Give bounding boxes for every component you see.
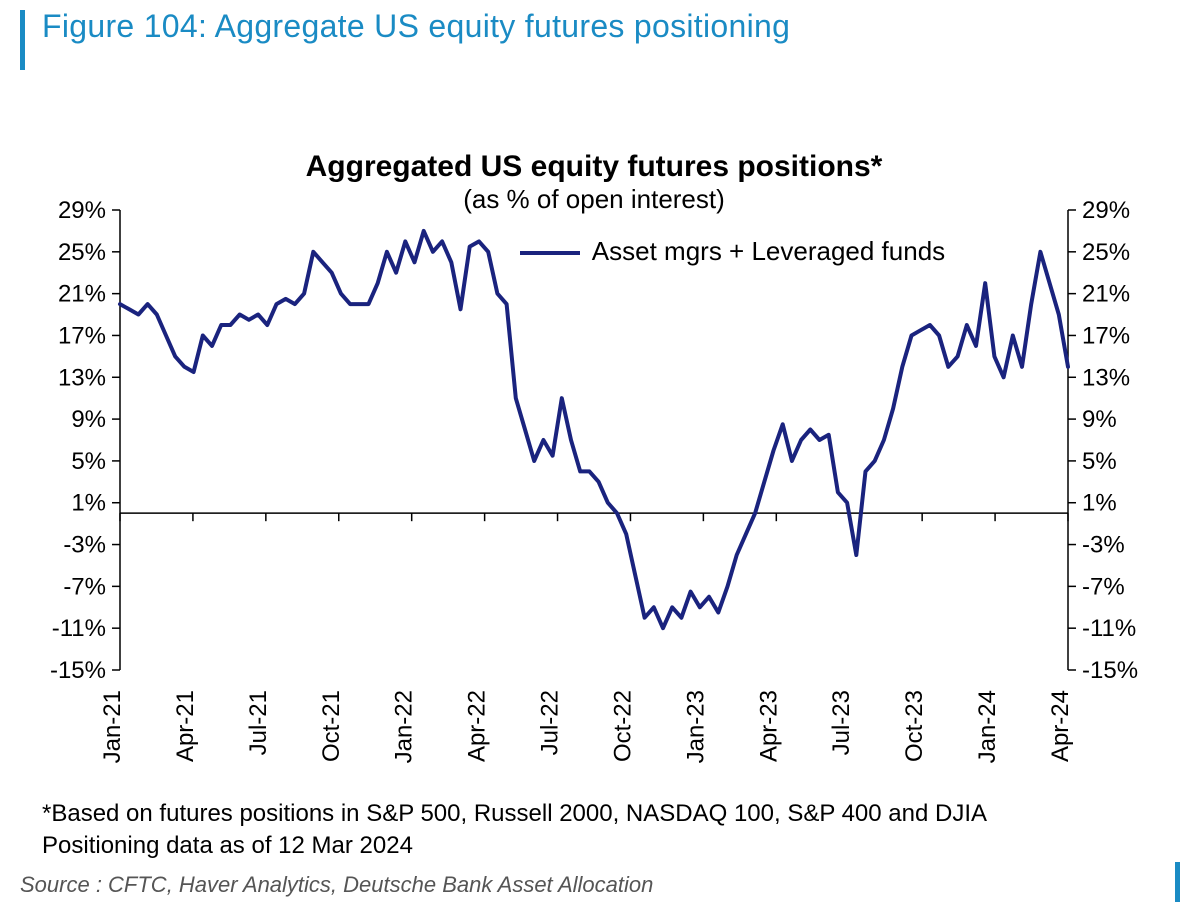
svg-text:-3%: -3% xyxy=(63,532,106,559)
svg-text:17%: 17% xyxy=(58,322,106,349)
svg-text:Oct-21: Oct-21 xyxy=(318,690,345,762)
figure-container: Figure 104: Aggregate US equity futures … xyxy=(0,0,1188,912)
chart-svg: -15% -15% -11% -11% -7% -7% -3% -3% 1% 1% 5% 5% 9% 9%… xyxy=(0,0,1188,912)
svg-text:21%: 21% xyxy=(58,281,106,308)
svg-text:Apr-23: Apr-23 xyxy=(755,690,782,762)
svg-text:-3%: -3% xyxy=(1082,532,1125,559)
svg-text:5%: 5% xyxy=(1082,448,1117,475)
svg-text:-7%: -7% xyxy=(63,573,106,600)
svg-text:-15%: -15% xyxy=(50,657,106,684)
svg-text:Jul-21: Jul-21 xyxy=(245,690,272,755)
svg-text:Jan-21: Jan-21 xyxy=(99,690,126,763)
svg-text:Apr-21: Apr-21 xyxy=(172,690,199,762)
svg-text:17%: 17% xyxy=(1082,322,1130,349)
right-accent-bar xyxy=(1175,862,1180,902)
svg-text:Apr-22: Apr-22 xyxy=(464,690,491,762)
svg-text:5%: 5% xyxy=(71,448,106,475)
svg-text:Jul-22: Jul-22 xyxy=(537,690,564,755)
svg-text:29%: 29% xyxy=(1082,197,1130,224)
svg-text:25%: 25% xyxy=(1082,239,1130,266)
svg-text:9%: 9% xyxy=(1082,406,1117,433)
footnote-line1: *Based on futures positions in S&P 500, … xyxy=(42,800,987,828)
svg-text:Oct-23: Oct-23 xyxy=(901,690,928,762)
svg-text:1%: 1% xyxy=(1082,490,1117,517)
svg-text:Jul-23: Jul-23 xyxy=(828,690,855,755)
svg-text:9%: 9% xyxy=(71,406,106,433)
svg-text:1%: 1% xyxy=(71,490,106,517)
svg-text:29%: 29% xyxy=(58,197,106,224)
svg-text:Oct-22: Oct-22 xyxy=(609,690,636,762)
svg-text:-15%: -15% xyxy=(1082,657,1138,684)
svg-text:-11%: -11% xyxy=(1082,615,1136,642)
svg-text:-7%: -7% xyxy=(1082,573,1125,600)
svg-text:-11%: -11% xyxy=(52,615,106,642)
svg-text:13%: 13% xyxy=(58,364,106,391)
svg-text:Apr-24: Apr-24 xyxy=(1047,690,1074,762)
source-text: Source : CFTC, Haver Analytics, Deutsche… xyxy=(20,872,653,898)
svg-text:13%: 13% xyxy=(1082,364,1130,391)
svg-text:Jan-24: Jan-24 xyxy=(974,690,1001,763)
footnote-line2: Positioning data as of 12 Mar 2024 xyxy=(42,832,413,860)
svg-text:Jan-23: Jan-23 xyxy=(682,690,709,763)
svg-text:25%: 25% xyxy=(58,239,106,266)
svg-text:21%: 21% xyxy=(1082,281,1130,308)
svg-text:Jan-22: Jan-22 xyxy=(391,690,418,763)
